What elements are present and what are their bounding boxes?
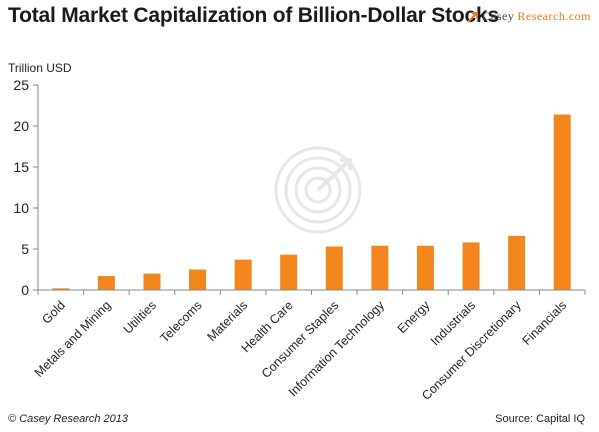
bar: [143, 273, 161, 290]
x-tick-label: Consumer Staples: [259, 298, 342, 381]
y-axis: 0 5 10 15 20 25: [13, 77, 39, 298]
bar: [52, 288, 70, 290]
y-tick-label: 20: [13, 118, 29, 134]
chart-title: Total Market Capitalization of Billion-D…: [8, 4, 499, 27]
bar: [189, 269, 207, 290]
x-tick-label: Information Technology: [286, 298, 388, 400]
y-tick-label: 25: [13, 77, 29, 93]
bar: [553, 114, 571, 291]
bar: [371, 245, 389, 290]
watermark-logo-icon: [274, 146, 362, 234]
y-tick-label: 10: [13, 200, 29, 216]
x-tick-label: Energy: [395, 298, 433, 336]
x-tick-label: Utilities: [121, 298, 159, 336]
y-tick-label: 0: [21, 282, 29, 298]
brand-logo: Casey Research.com: [466, 9, 591, 24]
brand-domain: Research.com: [517, 9, 591, 23]
copyright-note: © Casey Research 2013: [8, 413, 129, 425]
bar: [462, 242, 480, 290]
bar: [234, 259, 252, 290]
brand-arrow-icon: [466, 11, 478, 23]
bar: [97, 276, 115, 290]
x-tick-label: Metals and Mining: [32, 298, 114, 380]
y-tick-label: 5: [21, 241, 29, 257]
source-note: Source: Capital IQ: [495, 413, 585, 425]
brand-name: Casey: [482, 9, 515, 23]
x-tick-label: Telecoms: [157, 298, 204, 345]
x-tick-label: Gold: [39, 298, 68, 327]
bar: [508, 235, 526, 290]
bar: [325, 246, 343, 290]
y-tick-label: 15: [13, 159, 29, 175]
bars: [52, 114, 571, 291]
x-tick-label: Financials: [520, 298, 570, 348]
bar: [280, 254, 298, 290]
y-axis-label: Trillion USD: [8, 61, 72, 75]
bar: [416, 245, 434, 290]
x-tick-label: Materials: [204, 298, 250, 344]
